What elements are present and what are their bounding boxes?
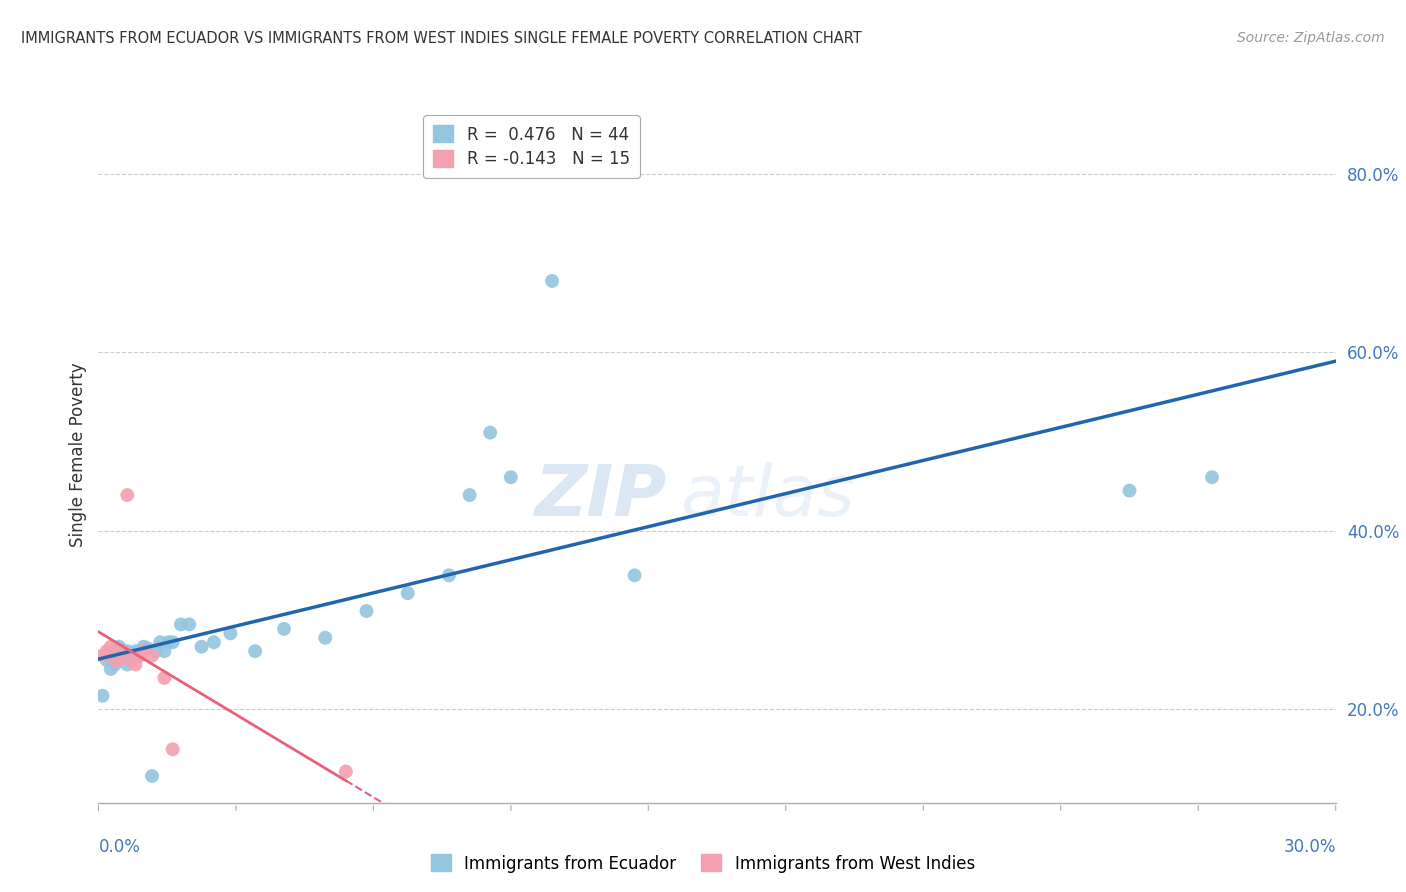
Point xyxy=(273,622,295,636)
Point xyxy=(141,648,163,663)
Point xyxy=(153,671,176,685)
Point xyxy=(437,568,460,582)
Point xyxy=(170,617,193,632)
Point xyxy=(104,657,127,672)
Y-axis label: Single Female Poverty: Single Female Poverty xyxy=(69,363,87,547)
Point xyxy=(396,586,419,600)
Point xyxy=(120,653,142,667)
Point xyxy=(1118,483,1140,498)
Point xyxy=(104,644,127,658)
Point xyxy=(141,769,163,783)
Point xyxy=(120,648,142,663)
Point xyxy=(243,644,266,658)
Point xyxy=(190,640,212,654)
Point xyxy=(124,650,146,665)
Text: ZIP: ZIP xyxy=(536,462,668,531)
Point xyxy=(162,742,184,756)
Point xyxy=(132,640,155,654)
Point xyxy=(128,648,150,663)
Point xyxy=(623,568,645,582)
Point xyxy=(96,653,118,667)
Point xyxy=(314,631,336,645)
Legend: R =  0.476   N = 44, R = -0.143   N = 15: R = 0.476 N = 44, R = -0.143 N = 15 xyxy=(423,115,640,178)
Point xyxy=(100,662,122,676)
Point xyxy=(91,648,114,663)
Text: 0.0%: 0.0% xyxy=(98,838,141,855)
Point xyxy=(356,604,378,618)
Point xyxy=(124,657,146,672)
Point xyxy=(100,648,122,663)
Point xyxy=(1201,470,1223,484)
Point xyxy=(117,657,139,672)
Point xyxy=(108,653,131,667)
Point xyxy=(162,635,184,649)
Point xyxy=(124,644,146,658)
Point xyxy=(202,635,225,649)
Point xyxy=(112,648,135,663)
Point xyxy=(541,274,564,288)
Point xyxy=(145,644,167,658)
Point xyxy=(132,644,155,658)
Text: 30.0%: 30.0% xyxy=(1284,838,1336,855)
Point xyxy=(479,425,502,440)
Point xyxy=(179,617,201,632)
Point xyxy=(157,635,180,649)
Text: atlas: atlas xyxy=(681,462,855,531)
Point xyxy=(128,648,150,663)
Legend: Immigrants from Ecuador, Immigrants from West Indies: Immigrants from Ecuador, Immigrants from… xyxy=(425,847,981,880)
Point xyxy=(112,644,135,658)
Point xyxy=(120,653,142,667)
Point xyxy=(112,644,135,658)
Point xyxy=(117,644,139,658)
Point xyxy=(104,653,127,667)
Point xyxy=(499,470,522,484)
Point xyxy=(136,641,159,656)
Point xyxy=(91,689,114,703)
Point xyxy=(458,488,481,502)
Point xyxy=(219,626,242,640)
Point xyxy=(149,635,172,649)
Point xyxy=(96,644,118,658)
Point xyxy=(108,653,131,667)
Point xyxy=(117,488,139,502)
Point xyxy=(100,640,122,654)
Point xyxy=(128,644,150,658)
Text: IMMIGRANTS FROM ECUADOR VS IMMIGRANTS FROM WEST INDIES SINGLE FEMALE POVERTY COR: IMMIGRANTS FROM ECUADOR VS IMMIGRANTS FR… xyxy=(21,31,862,46)
Point xyxy=(108,640,131,654)
Text: Source: ZipAtlas.com: Source: ZipAtlas.com xyxy=(1237,31,1385,45)
Point xyxy=(153,644,176,658)
Point xyxy=(335,764,357,779)
